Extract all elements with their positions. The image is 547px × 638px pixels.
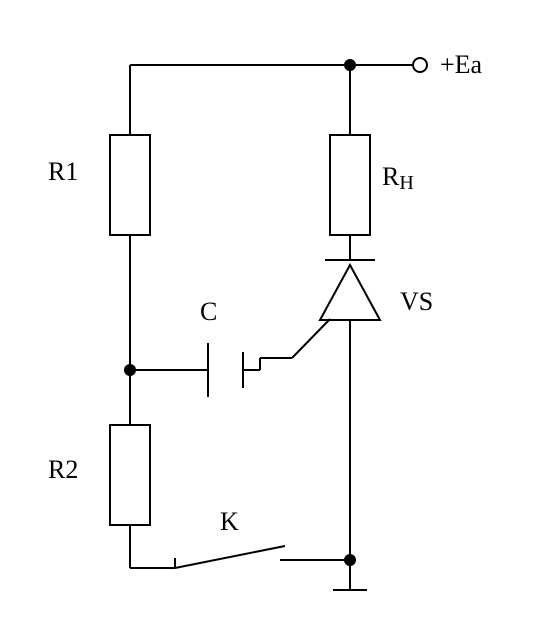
circuit-schematic: +Ea R1 R2 RH C VS K <box>0 0 547 638</box>
terminal-circle <box>413 58 427 72</box>
node-bot-right <box>344 554 356 566</box>
label-rh: RH <box>382 162 414 194</box>
label-c: C <box>200 297 217 326</box>
resistor-r2 <box>110 425 150 525</box>
resistor-rh <box>330 135 370 235</box>
label-supply: +Ea <box>440 50 483 79</box>
node-mid-left <box>124 364 136 376</box>
thyristor-gate-diag <box>292 319 330 358</box>
label-r1: R1 <box>48 157 78 186</box>
label-k: K <box>220 507 239 536</box>
switch-blade <box>175 546 285 568</box>
label-vs: VS <box>400 287 433 316</box>
node-top-right <box>344 59 356 71</box>
thyristor-triangle <box>320 265 380 320</box>
label-r2: R2 <box>48 455 78 484</box>
resistor-r1 <box>110 135 150 235</box>
